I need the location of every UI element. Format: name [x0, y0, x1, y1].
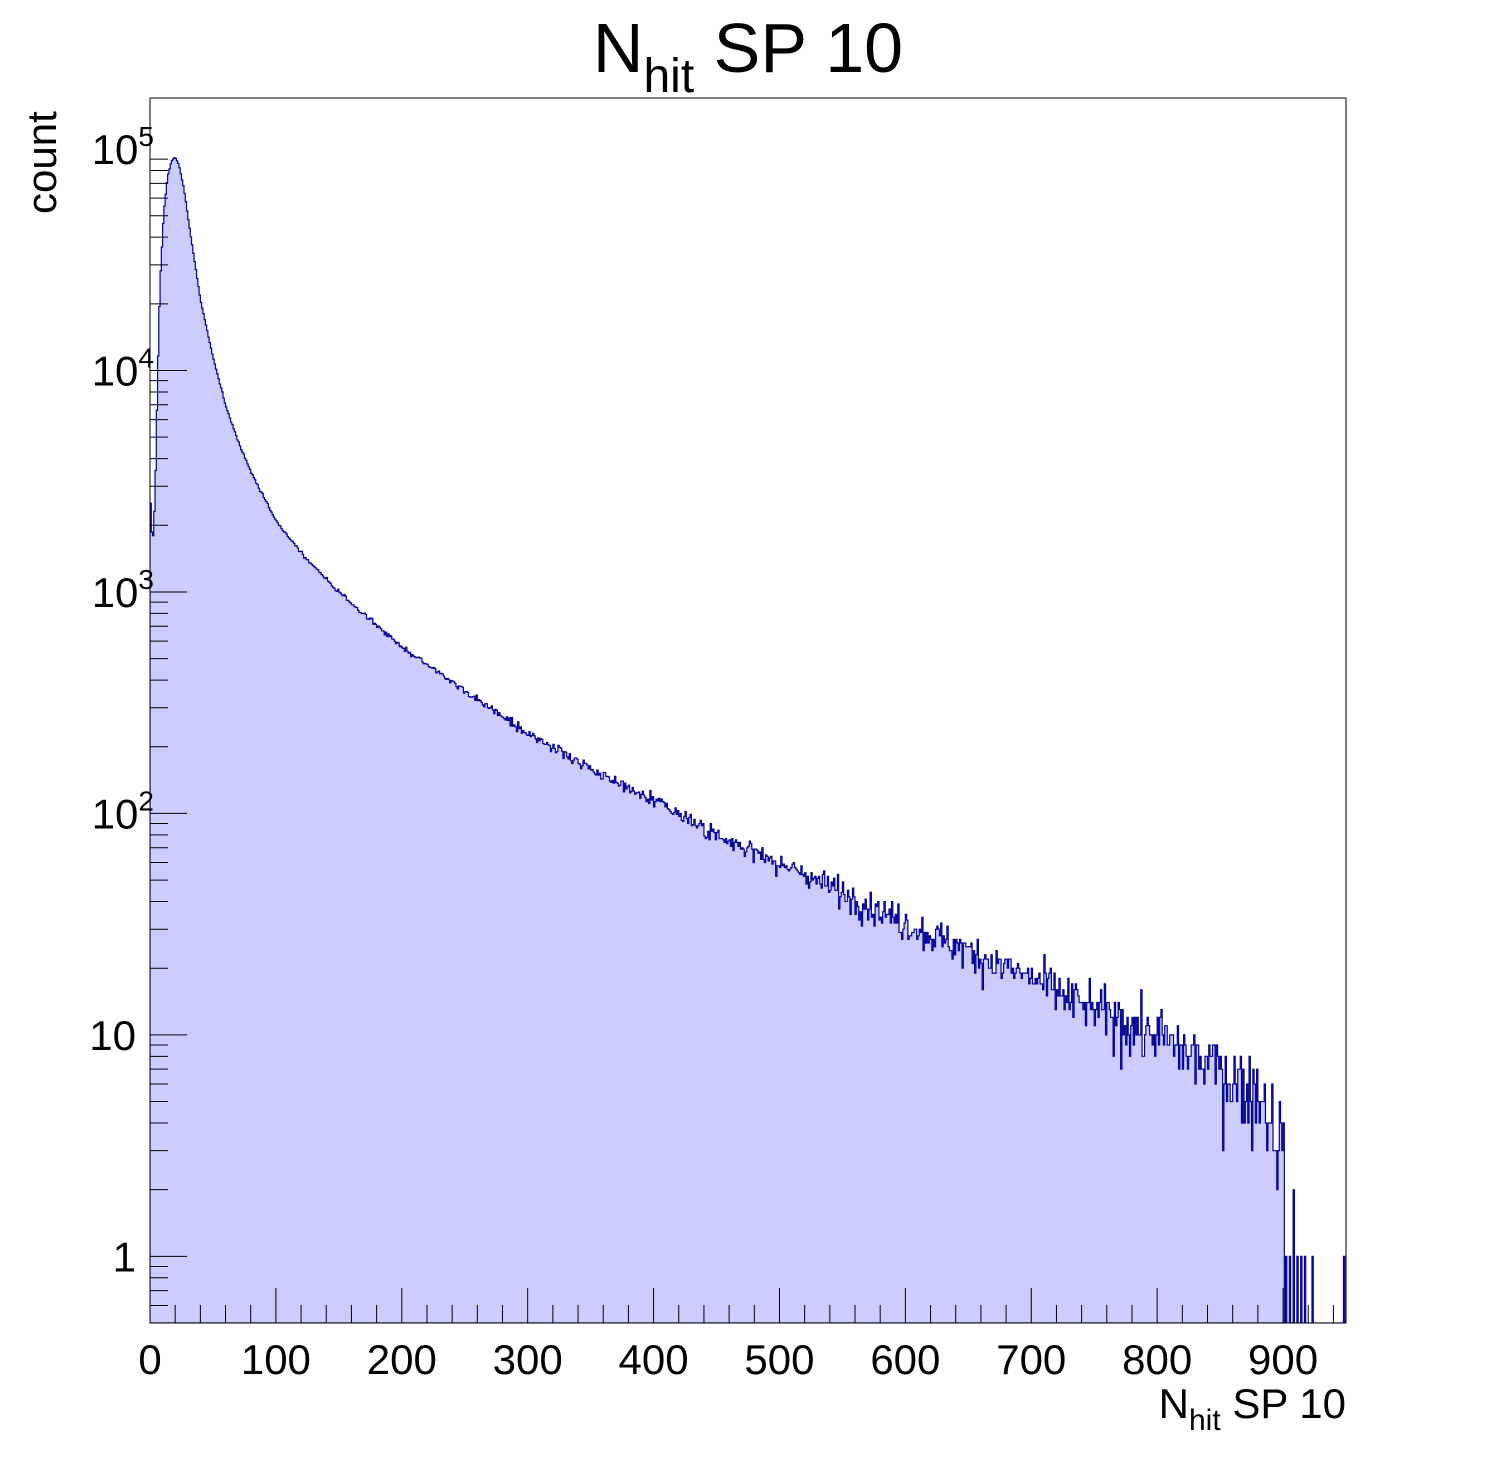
x-tick-label: 0 [138, 1336, 161, 1383]
y-tick-label: 105 [92, 121, 154, 173]
y-tick-exponent: 5 [138, 121, 154, 152]
y-tick-base: 10 [92, 126, 139, 173]
y-tick-label: 103 [92, 564, 154, 616]
x-tick-label: 300 [493, 1336, 563, 1383]
x-axis-label-rest: SP 10 [1221, 1380, 1346, 1427]
histogram-bars [150, 157, 1346, 1323]
x-axis-label-main: N [1159, 1380, 1189, 1427]
x-tick-label: 900 [1248, 1336, 1318, 1383]
chart-title: Nhit SP 10 [593, 9, 903, 103]
x-axis-label-subscript: hit [1189, 1404, 1221, 1437]
y-axis-label: count [18, 111, 65, 214]
x-tick-label: 400 [619, 1336, 689, 1383]
x-axis-label: Nhit SP 10 [1159, 1380, 1346, 1437]
y-tick-label: 1 [113, 1233, 136, 1280]
x-tick-label: 500 [744, 1336, 814, 1383]
x-axis: 0 100 200 300 400 500 600 700 800 900 [138, 1288, 1334, 1383]
y-tick-base: 10 [89, 1012, 136, 1059]
y-tick-exponent: 3 [138, 564, 154, 595]
plot-frame [149, 97, 1347, 1324]
y-tick-exponent: 2 [138, 785, 154, 816]
y-tick-label: 10 [89, 1012, 136, 1059]
y-tick-base: 10 [92, 569, 139, 616]
y-tick-exponent: 4 [138, 342, 154, 373]
y-tick-label: 102 [92, 785, 154, 837]
chart-title-main: N [593, 9, 644, 87]
y-tick-base: 10 [92, 790, 139, 837]
y-tick-label: 104 [92, 342, 154, 394]
plot-area [150, 157, 1346, 1323]
chart-title-subscript: hit [643, 50, 694, 103]
x-tick-label: 100 [241, 1336, 311, 1383]
chart-title-rest: SP 10 [694, 9, 903, 87]
x-tick-label: 800 [1122, 1336, 1192, 1383]
x-tick-label: 600 [870, 1336, 940, 1383]
x-tick-label: 700 [996, 1336, 1066, 1383]
y-tick-base: 10 [92, 347, 139, 394]
x-tick-label: 200 [367, 1336, 437, 1383]
y-tick-base: 1 [113, 1233, 136, 1280]
